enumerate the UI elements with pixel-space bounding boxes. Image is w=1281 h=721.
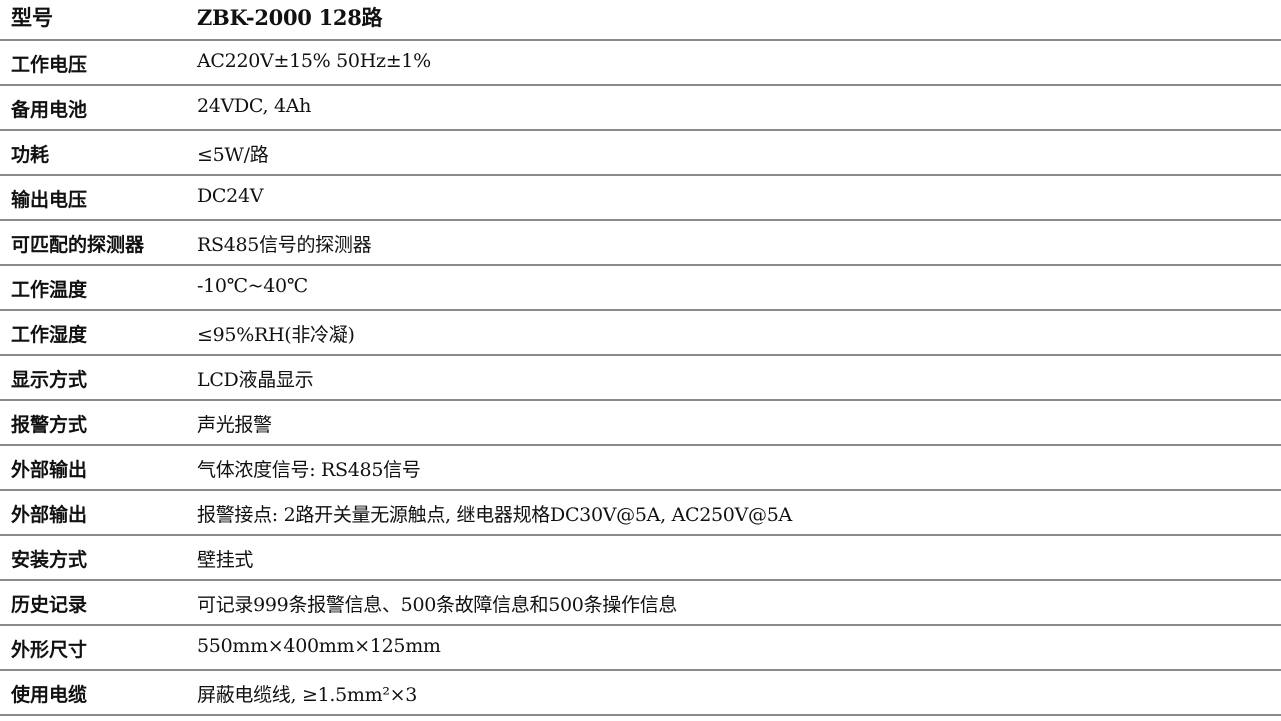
spec-label: 工作湿度 (11, 324, 88, 346)
spec-label: 历史记录 (11, 594, 88, 616)
spec-label: 报警方式 (11, 414, 88, 436)
spec-label: 输出电压 (11, 189, 88, 211)
spec-label: 工作电压 (11, 54, 88, 76)
spec-value: AC220V±15% 50Hz±1% (197, 50, 431, 72)
spec-row: 使用电缆 屏蔽电缆线, ≥1.5mm²×3 (0, 671, 1281, 716)
spec-value: -10℃~40℃ (197, 275, 308, 297)
spec-row: 可匹配的探测器 RS485信号的探测器 (0, 221, 1281, 266)
spec-value: 屏蔽电缆线, ≥1.5mm²×3 (197, 684, 418, 706)
spec-value: ≤95%RH(非冷凝) (197, 324, 355, 346)
spec-label: 功耗 (11, 144, 50, 166)
spec-label: 安装方式 (11, 549, 88, 571)
spec-label: 外部输出 (11, 459, 88, 481)
spec-row: 外部输出 气体浓度信号: RS485信号 (0, 446, 1281, 491)
spec-value: 壁挂式 (197, 549, 254, 571)
spec-row: 备用电池 24VDC, 4Ah (0, 86, 1281, 131)
spec-value: 可记录999条报警信息、500条故障信息和500条操作信息 (197, 594, 678, 616)
spec-row: 功耗 ≤5W/路 (0, 131, 1281, 176)
spec-label: 使用电缆 (11, 684, 88, 706)
spec-row: 工作温度 -10℃~40℃ (0, 266, 1281, 311)
spec-label: 备用电池 (11, 99, 88, 121)
spec-value: 550mm×400mm×125mm (197, 635, 441, 657)
spec-label: 可匹配的探测器 (11, 234, 145, 256)
spec-value: ≤5W/路 (197, 144, 269, 166)
spec-row: 安装方式 壁挂式 (0, 536, 1281, 581)
spec-row: 输出电压 DC24V (0, 176, 1281, 221)
spec-row: 报警方式 声光报警 (0, 401, 1281, 446)
spec-value: LCD液晶显示 (197, 369, 314, 391)
spec-label: 显示方式 (11, 369, 88, 391)
spec-value: RS485信号的探测器 (197, 234, 372, 256)
spec-label: 工作温度 (11, 279, 88, 301)
spec-row: 显示方式 LCD液晶显示 (0, 356, 1281, 401)
spec-row: 外形尺寸 550mm×400mm×125mm (0, 626, 1281, 671)
spec-label: 外部输出 (11, 504, 88, 526)
spec-value: 报警接点: 2路开关量无源触点, 继电器规格DC30V@5A, AC250V@5… (197, 504, 792, 526)
spec-value: ZBK-2000 128路 (197, 5, 383, 30)
spec-row: 外部输出 报警接点: 2路开关量无源触点, 继电器规格DC30V@5A, AC25… (0, 491, 1281, 536)
spec-row: 历史记录 可记录999条报警信息、500条故障信息和500条操作信息 (0, 581, 1281, 626)
spec-label: 外形尺寸 (11, 639, 88, 661)
spec-label: 型号 (11, 5, 53, 30)
spec-row: 工作电压 AC220V±15% 50Hz±1% (0, 41, 1281, 86)
spec-row: 工作湿度 ≤95%RH(非冷凝) (0, 311, 1281, 356)
spec-value: DC24V (197, 185, 264, 207)
spec-header-row: 型号 ZBK-2000 128路 (0, 0, 1281, 41)
spec-value: 24VDC, 4Ah (197, 95, 312, 117)
spec-value: 声光报警 (197, 414, 272, 436)
spec-value: 气体浓度信号: RS485信号 (197, 459, 421, 481)
